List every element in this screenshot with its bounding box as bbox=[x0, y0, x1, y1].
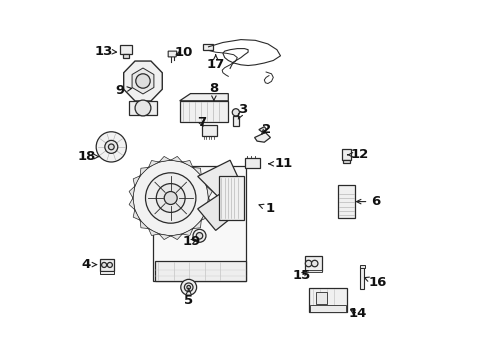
Text: 17: 17 bbox=[206, 55, 224, 71]
Polygon shape bbox=[159, 234, 170, 240]
FancyBboxPatch shape bbox=[203, 44, 213, 50]
Text: 13: 13 bbox=[94, 45, 116, 58]
FancyBboxPatch shape bbox=[316, 292, 326, 304]
Circle shape bbox=[135, 100, 151, 116]
Circle shape bbox=[96, 132, 126, 162]
Polygon shape bbox=[197, 194, 233, 230]
Polygon shape bbox=[201, 210, 208, 220]
Polygon shape bbox=[201, 176, 208, 186]
Circle shape bbox=[108, 144, 114, 150]
Polygon shape bbox=[193, 220, 201, 229]
Polygon shape bbox=[148, 161, 159, 167]
FancyBboxPatch shape bbox=[129, 101, 156, 115]
Circle shape bbox=[232, 109, 239, 116]
Text: 2: 2 bbox=[261, 123, 270, 136]
Text: 6: 6 bbox=[356, 195, 380, 208]
Text: 8: 8 bbox=[209, 82, 218, 100]
Circle shape bbox=[184, 283, 193, 292]
Text: 15: 15 bbox=[292, 269, 310, 282]
Polygon shape bbox=[132, 68, 154, 94]
FancyBboxPatch shape bbox=[309, 288, 346, 312]
Text: 5: 5 bbox=[184, 288, 193, 307]
FancyBboxPatch shape bbox=[179, 101, 228, 122]
FancyBboxPatch shape bbox=[309, 305, 346, 312]
Polygon shape bbox=[179, 94, 228, 101]
Polygon shape bbox=[193, 167, 201, 176]
Polygon shape bbox=[123, 61, 162, 101]
Polygon shape bbox=[170, 234, 182, 240]
Text: 14: 14 bbox=[348, 307, 366, 320]
FancyBboxPatch shape bbox=[341, 149, 350, 160]
FancyBboxPatch shape bbox=[343, 160, 349, 163]
Circle shape bbox=[133, 160, 208, 236]
FancyBboxPatch shape bbox=[359, 265, 364, 268]
Text: 1: 1 bbox=[259, 202, 274, 215]
Polygon shape bbox=[254, 132, 270, 142]
FancyBboxPatch shape bbox=[120, 45, 132, 54]
FancyBboxPatch shape bbox=[360, 266, 363, 289]
FancyBboxPatch shape bbox=[232, 116, 238, 126]
FancyBboxPatch shape bbox=[100, 271, 114, 274]
Polygon shape bbox=[168, 51, 177, 57]
Circle shape bbox=[181, 279, 196, 295]
Polygon shape bbox=[140, 220, 148, 229]
Text: 3: 3 bbox=[238, 103, 247, 119]
FancyBboxPatch shape bbox=[122, 54, 129, 58]
Polygon shape bbox=[133, 210, 140, 220]
FancyBboxPatch shape bbox=[305, 270, 321, 272]
Polygon shape bbox=[170, 156, 182, 162]
Text: 12: 12 bbox=[347, 148, 368, 161]
Text: 4: 4 bbox=[81, 258, 97, 271]
Circle shape bbox=[104, 140, 118, 153]
Text: 7: 7 bbox=[196, 116, 205, 129]
Polygon shape bbox=[258, 127, 266, 132]
FancyBboxPatch shape bbox=[154, 261, 246, 281]
Polygon shape bbox=[148, 229, 159, 235]
Circle shape bbox=[156, 184, 185, 212]
FancyBboxPatch shape bbox=[244, 158, 259, 168]
Circle shape bbox=[145, 173, 196, 223]
Text: 19: 19 bbox=[182, 235, 200, 248]
Polygon shape bbox=[129, 198, 135, 210]
Polygon shape bbox=[182, 229, 193, 235]
Polygon shape bbox=[133, 176, 140, 186]
Text: 9: 9 bbox=[116, 84, 131, 96]
FancyBboxPatch shape bbox=[337, 185, 355, 218]
Polygon shape bbox=[182, 161, 193, 167]
Polygon shape bbox=[159, 156, 170, 162]
Text: 18: 18 bbox=[78, 150, 99, 163]
Circle shape bbox=[305, 260, 311, 267]
Polygon shape bbox=[140, 167, 148, 176]
Circle shape bbox=[107, 262, 112, 267]
FancyBboxPatch shape bbox=[219, 176, 244, 220]
Circle shape bbox=[136, 74, 150, 88]
FancyBboxPatch shape bbox=[100, 259, 114, 271]
Circle shape bbox=[196, 233, 203, 239]
Text: 11: 11 bbox=[268, 157, 293, 170]
Polygon shape bbox=[206, 186, 212, 198]
FancyBboxPatch shape bbox=[202, 125, 217, 136]
Text: 16: 16 bbox=[364, 276, 386, 289]
Text: 10: 10 bbox=[174, 46, 192, 59]
Circle shape bbox=[193, 229, 205, 242]
Circle shape bbox=[186, 285, 190, 289]
Circle shape bbox=[311, 260, 317, 267]
Polygon shape bbox=[129, 186, 135, 198]
Polygon shape bbox=[206, 198, 212, 210]
Polygon shape bbox=[197, 160, 241, 202]
Circle shape bbox=[164, 192, 177, 204]
Circle shape bbox=[102, 262, 106, 267]
FancyBboxPatch shape bbox=[305, 256, 322, 271]
FancyBboxPatch shape bbox=[152, 166, 246, 281]
